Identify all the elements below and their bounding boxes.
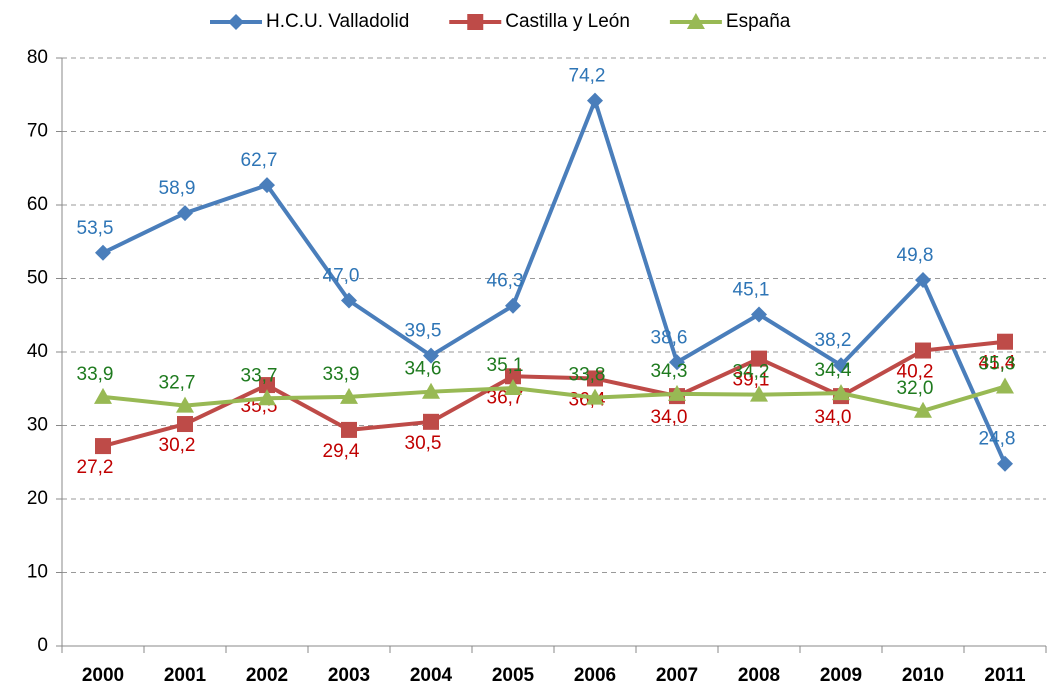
point-marker xyxy=(832,384,850,401)
data-label: 35,1 xyxy=(487,355,524,376)
point-marker xyxy=(996,377,1014,394)
point-marker xyxy=(177,205,193,222)
data-label: 40,2 xyxy=(897,362,934,383)
point-marker xyxy=(750,385,768,402)
data-label: 24,8 xyxy=(979,429,1016,450)
legend-label: España xyxy=(726,11,791,32)
data-label: 34,4 xyxy=(815,360,852,381)
data-label: 34,6 xyxy=(405,359,442,380)
point-marker xyxy=(751,306,767,323)
point-marker xyxy=(259,377,275,394)
x-tick-label: 2006 xyxy=(574,665,616,686)
data-label: 32,0 xyxy=(897,378,934,399)
x-tick-label: 2009 xyxy=(820,665,862,686)
data-label: 45,1 xyxy=(733,280,770,301)
data-label: 39,5 xyxy=(405,321,442,342)
legend-label: Castilla y León xyxy=(505,11,630,32)
point-marker xyxy=(259,177,275,194)
point-marker xyxy=(423,413,439,430)
x-tick-label: 2007 xyxy=(656,665,698,686)
data-label: 33,9 xyxy=(77,364,114,385)
point-marker xyxy=(341,421,357,438)
point-marker xyxy=(422,382,440,399)
point-marker xyxy=(751,350,767,367)
point-marker xyxy=(915,342,931,359)
point-marker xyxy=(586,388,604,405)
y-tick-label: 30 xyxy=(27,415,48,436)
data-label: 30,2 xyxy=(159,435,196,456)
x-tick-label: 2000 xyxy=(82,665,124,686)
legend-marker xyxy=(686,13,705,29)
data-label: 32,7 xyxy=(159,373,196,394)
x-tick-label: 2004 xyxy=(410,665,453,686)
point-marker xyxy=(915,271,931,288)
point-marker xyxy=(914,401,932,418)
y-tick-label: 50 xyxy=(27,268,48,289)
series-line xyxy=(102,384,1006,413)
point-marker xyxy=(833,357,849,374)
data-label: 34,0 xyxy=(651,407,688,428)
point-marker xyxy=(177,416,193,433)
point-marker xyxy=(504,379,522,396)
data-label: 34,3 xyxy=(651,361,688,382)
point-marker xyxy=(669,354,685,371)
y-tick-label: 10 xyxy=(27,562,48,583)
point-marker xyxy=(505,368,521,385)
point-marker xyxy=(176,396,194,413)
data-label: 33,7 xyxy=(241,365,278,386)
point-marker xyxy=(94,387,112,404)
point-marker xyxy=(505,297,521,314)
data-label: 34,2 xyxy=(733,362,770,383)
point-marker xyxy=(95,244,111,261)
point-marker xyxy=(997,455,1013,472)
point-marker xyxy=(95,438,111,455)
series-line xyxy=(102,339,1006,449)
point-marker xyxy=(341,292,357,309)
legend-label: H.C.U. Valladolid xyxy=(266,11,409,32)
point-marker xyxy=(997,333,1013,350)
data-label: 74,2 xyxy=(569,66,606,87)
data-label: 34,0 xyxy=(815,407,852,428)
legend-marker xyxy=(228,14,244,30)
data-label: 62,7 xyxy=(241,150,278,171)
data-label: 49,8 xyxy=(897,245,934,266)
y-tick-label: 70 xyxy=(27,121,48,142)
x-tick-label: 2005 xyxy=(492,665,535,686)
data-label: 38,6 xyxy=(651,327,688,348)
data-label: 27,2 xyxy=(77,457,114,478)
y-tick-label: 80 xyxy=(27,47,48,68)
y-tick-label: 60 xyxy=(27,194,48,215)
point-marker xyxy=(340,387,358,404)
data-label: 33,8 xyxy=(569,365,606,386)
y-tick-label: 40 xyxy=(27,341,48,362)
x-tick-label: 2008 xyxy=(738,665,780,686)
data-label: 33,9 xyxy=(323,364,360,385)
point-marker xyxy=(423,347,439,364)
x-tick-label: 2001 xyxy=(164,665,207,686)
x-tick-label: 2002 xyxy=(246,665,288,686)
data-label: 41,4 xyxy=(979,353,1016,374)
x-tick-label: 2003 xyxy=(328,665,370,686)
legend-marker xyxy=(467,14,484,30)
data-label: 39,1 xyxy=(733,370,770,391)
data-label: 30,5 xyxy=(405,433,442,454)
series-line xyxy=(102,94,1007,465)
data-label: 38,2 xyxy=(815,330,852,351)
data-label: 35,3 xyxy=(979,354,1016,375)
data-label: 58,9 xyxy=(159,178,196,199)
point-marker xyxy=(258,389,276,406)
data-label: 29,4 xyxy=(323,441,360,462)
y-tick-label: 20 xyxy=(27,488,48,509)
data-label: 53,5 xyxy=(77,218,114,239)
y-tick-label: 0 xyxy=(37,635,48,656)
x-tick-label: 2011 xyxy=(984,665,1026,686)
data-label: 46,3 xyxy=(487,271,524,292)
data-label: 47,0 xyxy=(323,266,360,287)
x-tick-label: 2010 xyxy=(902,665,944,686)
point-marker xyxy=(587,92,603,109)
point-marker xyxy=(668,384,686,401)
point-marker xyxy=(587,370,603,387)
